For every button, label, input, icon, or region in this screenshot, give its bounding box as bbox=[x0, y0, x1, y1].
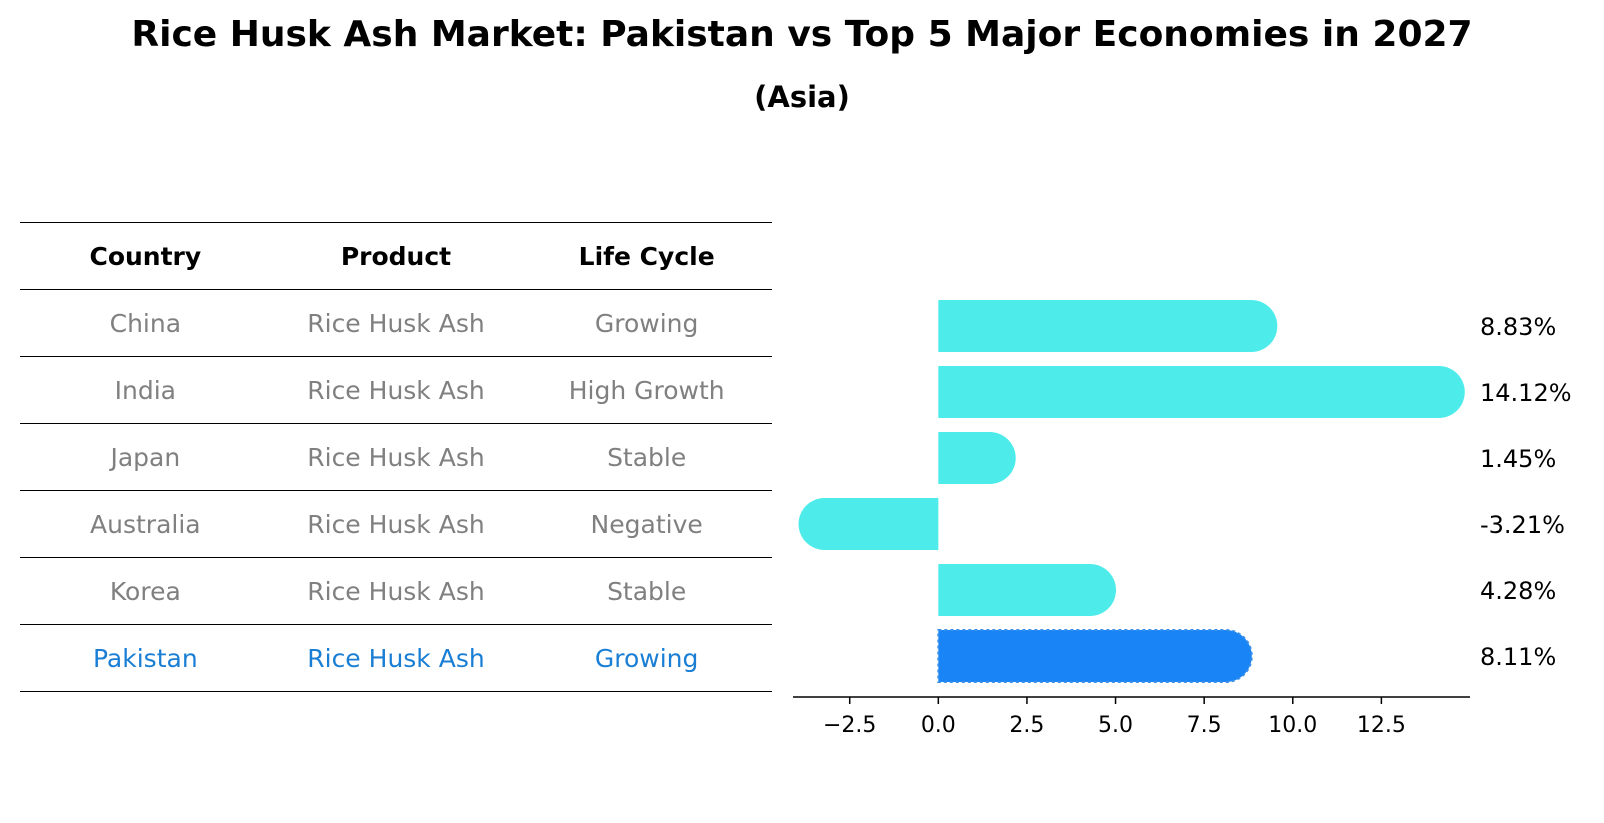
cell-life-cycle: Growing bbox=[521, 624, 772, 692]
table-header-row: Country Product Life Cycle bbox=[20, 222, 772, 290]
x-tick-label: 5.0 bbox=[1098, 713, 1133, 738]
cell-country: Japan bbox=[20, 423, 271, 491]
cell-country: Australia bbox=[20, 490, 271, 558]
cell-product: Rice Husk Ash bbox=[270, 490, 522, 558]
cell-life-cycle: Negative bbox=[521, 490, 772, 558]
value-label: 1.45% bbox=[1480, 445, 1556, 473]
cell-product: Rice Husk Ash bbox=[270, 423, 522, 491]
cell-product: Rice Husk Ash bbox=[270, 289, 522, 357]
cell-product: Rice Husk Ash bbox=[270, 624, 522, 692]
value-label: 4.28% bbox=[1480, 577, 1556, 605]
header-country: Country bbox=[20, 222, 271, 290]
header-product: Product bbox=[270, 222, 522, 290]
bar-australia bbox=[798, 498, 939, 550]
bar-pakistan bbox=[937, 629, 1253, 683]
x-tick-label: 2.5 bbox=[1009, 713, 1044, 738]
value-label: 14.12% bbox=[1480, 379, 1572, 407]
x-tick-label: 0.0 bbox=[921, 713, 956, 738]
x-tick-label: 12.5 bbox=[1357, 713, 1406, 738]
chart-title: Rice Husk Ash Market: Pakistan vs Top 5 … bbox=[131, 14, 1473, 55]
x-tick-label: 10.0 bbox=[1268, 713, 1317, 738]
cell-life-cycle: Stable bbox=[521, 557, 772, 625]
cell-country: Pakistan bbox=[20, 624, 271, 692]
cell-product: Rice Husk Ash bbox=[270, 356, 522, 424]
cell-country: India bbox=[20, 356, 271, 424]
value-label: 8.11% bbox=[1480, 643, 1556, 671]
bar-korea bbox=[938, 564, 1117, 616]
table-row: India Rice Husk Ash High Growth bbox=[20, 356, 772, 424]
x-tick-label: 7.5 bbox=[1187, 713, 1222, 738]
table-row-highlight: Pakistan Rice Husk Ash Growing bbox=[20, 624, 772, 692]
cell-country: Korea bbox=[20, 557, 271, 625]
cell-life-cycle: Stable bbox=[521, 423, 772, 491]
bar-india bbox=[938, 366, 1465, 418]
x-tick-label: −2.5 bbox=[823, 713, 876, 738]
table-row: Korea Rice Husk Ash Stable bbox=[20, 557, 772, 625]
cell-country: China bbox=[20, 289, 271, 357]
market-table: Country Product Life Cycle China Rice Hu… bbox=[20, 222, 772, 692]
cell-life-cycle: Growing bbox=[521, 289, 772, 357]
value-label: -3.21% bbox=[1480, 511, 1565, 539]
header-life-cycle: Life Cycle bbox=[521, 222, 772, 290]
chart-subtitle: (Asia) bbox=[754, 80, 850, 114]
bar-china bbox=[938, 300, 1278, 352]
table-row: China Rice Husk Ash Growing bbox=[20, 289, 772, 357]
table-row: Australia Rice Husk Ash Negative bbox=[20, 490, 772, 558]
value-label: 8.83% bbox=[1480, 313, 1556, 341]
cell-product: Rice Husk Ash bbox=[270, 557, 522, 625]
bar-japan bbox=[938, 432, 1016, 484]
table-row: Japan Rice Husk Ash Stable bbox=[20, 423, 772, 491]
cell-life-cycle: High Growth bbox=[521, 356, 772, 424]
